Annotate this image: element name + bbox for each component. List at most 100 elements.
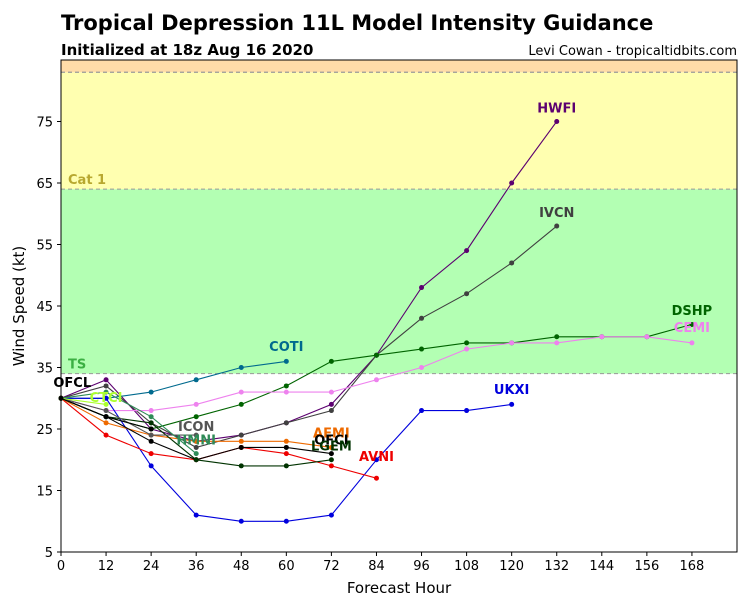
series-line-hwfi [60, 121, 558, 442]
band-boundaries [61, 71, 737, 375]
x-axis-ticks: 0 12 24 36 48 60 72 84 96 108 120 132 144 156 168 [57, 552, 704, 574]
series-line-ivcn [60, 225, 558, 448]
series-point-ukxi [419, 408, 425, 414]
series-point-ivcn [103, 383, 109, 389]
series-point-ivcn [554, 223, 560, 229]
series-point-dshp [554, 334, 560, 340]
series-label-lgem: LGEM [311, 440, 352, 455]
series-point-hwfi [464, 248, 470, 254]
series-point-aemi [238, 438, 244, 444]
series-point-ivcn [464, 291, 470, 297]
y-tick-label: 35 [36, 362, 53, 377]
series-point-ukxi [103, 395, 109, 401]
x-tick-label: 48 [233, 559, 250, 574]
series-label-hwfi: HWFI [537, 101, 576, 116]
x-tick-label: 24 [143, 559, 160, 574]
series-point-avni [373, 475, 379, 481]
x-tick-label: 168 [680, 559, 705, 574]
series-point-ofci [328, 451, 334, 457]
series-label-coti: COTI [269, 340, 303, 355]
series-point-hwfi [419, 285, 425, 291]
series-point-dshp [419, 346, 425, 352]
series-point-aemi [103, 420, 109, 426]
series-point-hwfi [509, 180, 515, 186]
series-label-aemi: AEMI [313, 427, 350, 442]
x-tick-label: 0 [57, 559, 65, 574]
y-tick-label: 25 [36, 423, 53, 438]
series-label-avni: AVNI [359, 450, 394, 465]
series-point-ukxi [238, 518, 244, 524]
series-label-ctci: CTCI [90, 391, 123, 406]
series-point-dshp [373, 352, 379, 358]
series-point-cemi [283, 389, 289, 395]
y-tick-label: 75 [36, 116, 53, 131]
series-point-lgem [148, 420, 154, 426]
y-tick-label: 55 [36, 239, 53, 254]
chart-subtitle: Initialized at 18z Aug 16 2020 [61, 41, 313, 59]
series-point-cemi [554, 340, 560, 346]
x-tick-label: 36 [188, 559, 205, 574]
series-point-cemi [509, 340, 515, 346]
series-point-dshp [193, 414, 199, 420]
series-point-icon [193, 432, 199, 438]
band-label-0: TS [68, 358, 86, 373]
series-point-ivcn [419, 315, 425, 321]
series-point-aemi [283, 438, 289, 444]
series-point-hwfi [328, 401, 334, 407]
series-point-dshp [689, 321, 695, 327]
series-point-cemi [644, 334, 650, 340]
series-lines [58, 119, 695, 524]
series-point-hmni [193, 451, 199, 457]
series-point-lgem [283, 463, 289, 469]
series-point-coti [193, 377, 199, 383]
series-point-coti [148, 389, 154, 395]
series-point-hwfi [554, 119, 560, 124]
y-tick-label: 45 [36, 300, 53, 315]
band-0 [61, 189, 737, 374]
series-point-cemi [689, 340, 695, 346]
series-point-lgem [328, 457, 334, 463]
series-label-ofcl: OFCL [53, 376, 91, 391]
series-point-lgem [193, 457, 199, 463]
band-1 [61, 72, 737, 190]
series-line-ctci [60, 397, 107, 405]
series-point-ofcl [103, 414, 109, 420]
series-point-ukxi [509, 401, 515, 407]
series-point-hwfi [103, 377, 109, 383]
series-label-hmni: HMNI [176, 433, 216, 448]
series-point-avni [328, 463, 334, 469]
x-tick-label: 156 [634, 559, 659, 574]
series-point-ivcn [238, 432, 244, 438]
series-point-ukxi [373, 457, 379, 463]
series-label-icon: ICON [178, 420, 214, 435]
y-axis-ticks: 5 15 25 35 45 55 65 75 [36, 116, 61, 561]
series-point-aemi [193, 438, 199, 444]
chart-credit: Levi Cowan - tropicaltidbits.com [528, 44, 737, 59]
series-label-ofci: OFCI [314, 433, 348, 448]
x-tick-label: 60 [278, 559, 295, 574]
series-point-hmni [103, 389, 109, 395]
series-point-lgem [238, 463, 244, 469]
series-label-ukxi: UKXI [494, 383, 530, 398]
series-point-cemi [148, 408, 154, 414]
series-labels: HWFI IVCN DSHP CEMI COTI UKXI AVNI AEMIOFCILGEM… [53, 101, 712, 465]
series-line-hmni [60, 391, 197, 455]
series-point-dshp [238, 401, 244, 407]
x-tick-label: 108 [454, 559, 479, 574]
series-point-coti [283, 358, 289, 364]
chart-title: Tropical Depression 11L Model Intensity … [61, 11, 653, 35]
series-point-ofcl [148, 426, 154, 432]
band-label-1: Cat 1 [68, 173, 106, 188]
series-point-aemi [328, 444, 334, 450]
series-point-dshp [328, 358, 334, 364]
series-point-ivcn [283, 420, 289, 426]
series-point-ofci [238, 444, 244, 450]
x-tick-label: 96 [413, 559, 430, 574]
series-point-ofci [148, 438, 154, 444]
series-point-dshp [464, 340, 470, 346]
series-point-cemi [328, 389, 334, 395]
series-point-ctci [103, 401, 109, 407]
x-tick-label: 120 [499, 559, 524, 574]
series-point-cemi [238, 389, 244, 395]
